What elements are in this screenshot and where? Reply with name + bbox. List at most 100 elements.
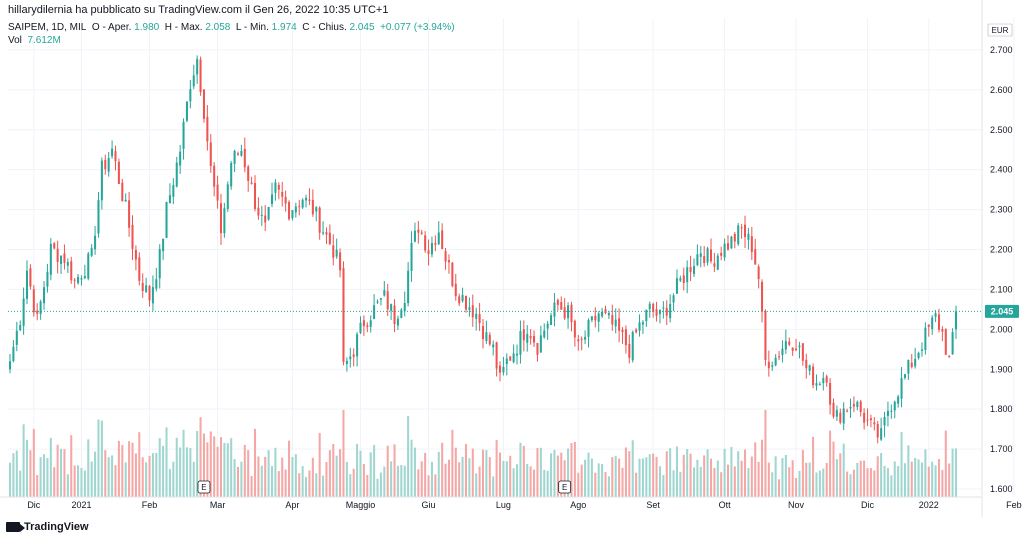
candle-body xyxy=(662,307,665,309)
volume-bar xyxy=(427,475,430,497)
candle-body xyxy=(223,208,226,234)
volume-bar xyxy=(897,466,900,497)
volume-bar xyxy=(226,443,229,497)
candle-body xyxy=(880,428,883,440)
volume-bar xyxy=(155,452,158,497)
price-axis[interactable]: 1.600 1.700 1.800 1.900 2.000 2.100 2.200 2.300… xyxy=(981,0,1013,517)
candle-body xyxy=(165,201,168,238)
volume-bar xyxy=(301,466,304,497)
volume-bars xyxy=(8,409,958,497)
candle-body xyxy=(284,196,287,204)
candle-body xyxy=(356,334,359,357)
volume-bar xyxy=(631,440,634,497)
candle-body xyxy=(158,248,161,279)
candle-body xyxy=(580,338,583,340)
time-tick-label: 2022 xyxy=(919,500,939,510)
candle-body xyxy=(22,298,25,326)
close-label: C - Chius. xyxy=(302,22,347,33)
volume-bar xyxy=(247,450,250,497)
candle-body xyxy=(910,362,913,368)
volume-bar xyxy=(778,479,781,497)
volume-bar xyxy=(379,472,382,497)
candle-body xyxy=(761,281,764,312)
candle-body xyxy=(587,320,590,337)
candle-body xyxy=(516,353,519,356)
time-tick-label: 2021 xyxy=(71,500,91,510)
volume-bar xyxy=(250,476,253,497)
high-label: H - Max. xyxy=(164,22,203,33)
volume-bar xyxy=(94,451,97,497)
volume-bar xyxy=(580,464,583,497)
volume-bar xyxy=(597,463,600,497)
volume-bar xyxy=(315,473,318,497)
volume-bar xyxy=(788,467,791,497)
candle-body xyxy=(669,304,672,319)
candle-body xyxy=(349,356,352,360)
volume-bar xyxy=(635,472,638,497)
volume-bar xyxy=(863,460,866,497)
time-tick-label: Mar xyxy=(210,500,226,510)
candle-body xyxy=(413,230,416,242)
volume-bar xyxy=(900,432,903,497)
time-axis[interactable]: Dic 2021 Feb Mar Apr Maggio Giu Lug Ago Set Ott Nov… xyxy=(0,496,1022,510)
candle-body xyxy=(15,330,18,345)
candle-body xyxy=(39,301,42,315)
volume-bar xyxy=(805,462,808,497)
candle-body xyxy=(8,361,12,370)
volume-bar xyxy=(924,449,927,497)
volume-bar xyxy=(284,469,287,497)
volume-bar xyxy=(720,472,723,497)
volume-bar xyxy=(230,438,233,497)
candle-body xyxy=(478,314,481,324)
volume-bar xyxy=(80,468,83,497)
candle-body xyxy=(60,255,63,264)
volume-bar xyxy=(556,455,559,497)
volume-bar xyxy=(124,462,127,497)
candle-body xyxy=(492,344,495,348)
volume-bar xyxy=(495,440,498,497)
candle-body xyxy=(873,422,876,425)
volume-bar xyxy=(145,462,148,497)
candle-body xyxy=(686,267,689,283)
candle-body xyxy=(345,360,348,364)
volume-bar xyxy=(709,458,713,497)
volume-bar xyxy=(859,460,862,497)
candle-body xyxy=(907,359,910,374)
volume-bar xyxy=(25,439,29,497)
candle-body xyxy=(264,215,267,223)
candle-body xyxy=(920,349,923,351)
volume-bar xyxy=(795,478,798,497)
candle-body xyxy=(509,356,512,361)
tradingview-logo[interactable]: TradingView xyxy=(6,521,89,533)
volume-bar xyxy=(12,453,15,497)
volume-bar xyxy=(740,460,743,497)
candle-body xyxy=(900,378,903,399)
volume-bar xyxy=(509,455,512,497)
candle-body xyxy=(43,287,46,304)
candle-body xyxy=(737,225,740,245)
candle-body xyxy=(383,290,386,296)
candle-body xyxy=(444,251,447,262)
candle-body xyxy=(533,335,536,343)
volume-bar xyxy=(386,445,389,497)
candlestick-chart[interactable]: 1.600 1.700 1.800 1.900 2.000 2.100 2.200 2.300… xyxy=(0,0,1024,517)
volume-bar xyxy=(202,433,205,497)
candle-body xyxy=(621,329,624,333)
volume-bar xyxy=(339,449,342,497)
candle-body xyxy=(441,230,444,249)
volume-bar xyxy=(522,445,525,497)
candle-body xyxy=(427,250,430,254)
candle-body xyxy=(250,182,253,184)
price-tick-label: 2.300 xyxy=(990,205,1013,215)
low-label: L - Min. xyxy=(235,22,269,33)
volume-bar xyxy=(291,457,294,497)
volume-bar xyxy=(733,466,736,497)
candle-body xyxy=(886,410,889,416)
candle-body xyxy=(424,235,427,251)
candle-body xyxy=(461,294,464,302)
candle-body xyxy=(788,341,791,345)
candle-body xyxy=(352,354,355,357)
time-tick-label: Feb xyxy=(1006,500,1022,510)
volume-bar xyxy=(151,453,154,497)
volume-bar xyxy=(951,448,954,497)
